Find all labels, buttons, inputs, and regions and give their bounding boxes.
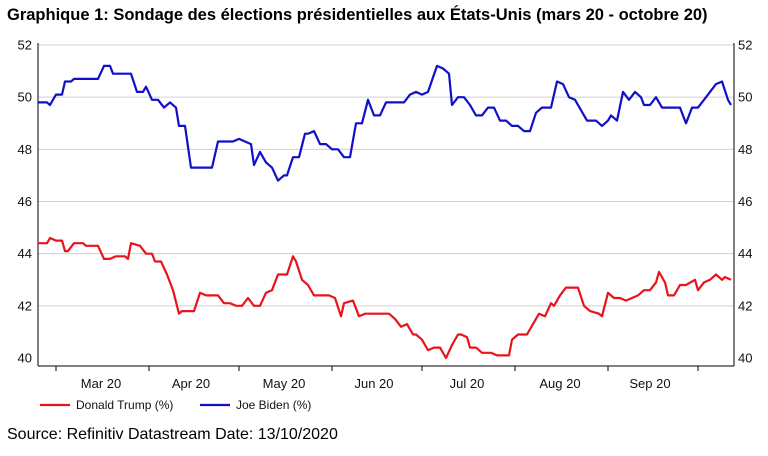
- gridlines: [38, 44, 734, 307]
- y-tick-label-right: 52: [738, 38, 752, 53]
- y-tick-label-left: 50: [18, 90, 32, 105]
- line-chart: 40 42 44 46 48 50 52 40 42 44 46 48 50 52 Mar 20 Apr …: [18, 38, 753, 413]
- y-tick-label-right: 42: [738, 298, 752, 313]
- y-tick-label-right: 46: [738, 194, 752, 209]
- y-tick-label-left: 52: [18, 38, 32, 53]
- series-lines: [38, 64, 732, 360]
- x-tick-label: Aug 20: [539, 376, 580, 391]
- y-tick-label-left: 46: [18, 194, 32, 209]
- y-tick-label-right: 50: [738, 90, 752, 105]
- y-tick-label-right: 40: [738, 351, 752, 366]
- legend: Donald Trump (%) Joe Biden (%): [40, 398, 311, 412]
- axes: [37, 43, 735, 367]
- x-tick-label: Mar 20: [81, 376, 121, 391]
- legend-label: Joe Biden (%): [236, 398, 311, 412]
- series-line-trump: [38, 236, 732, 360]
- x-axis: Mar 20 Apr 20 May 20 Jun 20 Jul 20 Aug 20 Sep …: [55, 366, 699, 391]
- y-tick-label-left: 48: [18, 142, 32, 157]
- y-tick-label-left: 42: [18, 298, 32, 313]
- y-axis-right: 40 42 44 46 48 50 52: [738, 38, 752, 366]
- legend-label: Donald Trump (%): [76, 398, 173, 412]
- series-line-biden: [38, 64, 732, 182]
- x-tick-label: Jul 20: [450, 376, 485, 391]
- x-tick-label: Apr 20: [172, 376, 210, 391]
- y-tick-label-right: 48: [738, 142, 752, 157]
- chart-title: Graphique 1: Sondage des élections prési…: [7, 6, 708, 24]
- y-axis-left: 40 42 44 46 48 50 52: [18, 38, 32, 366]
- source-note: Source: Refinitiv Datastream Date: 13/10…: [7, 426, 338, 443]
- y-tick-label-left: 44: [18, 246, 32, 261]
- x-tick-label: May 20: [263, 376, 306, 391]
- x-tick-label: Sep 20: [629, 376, 670, 391]
- x-tick-label: Jun 20: [354, 376, 393, 391]
- y-tick-label-left: 40: [18, 351, 32, 366]
- y-tick-label-right: 44: [738, 246, 752, 261]
